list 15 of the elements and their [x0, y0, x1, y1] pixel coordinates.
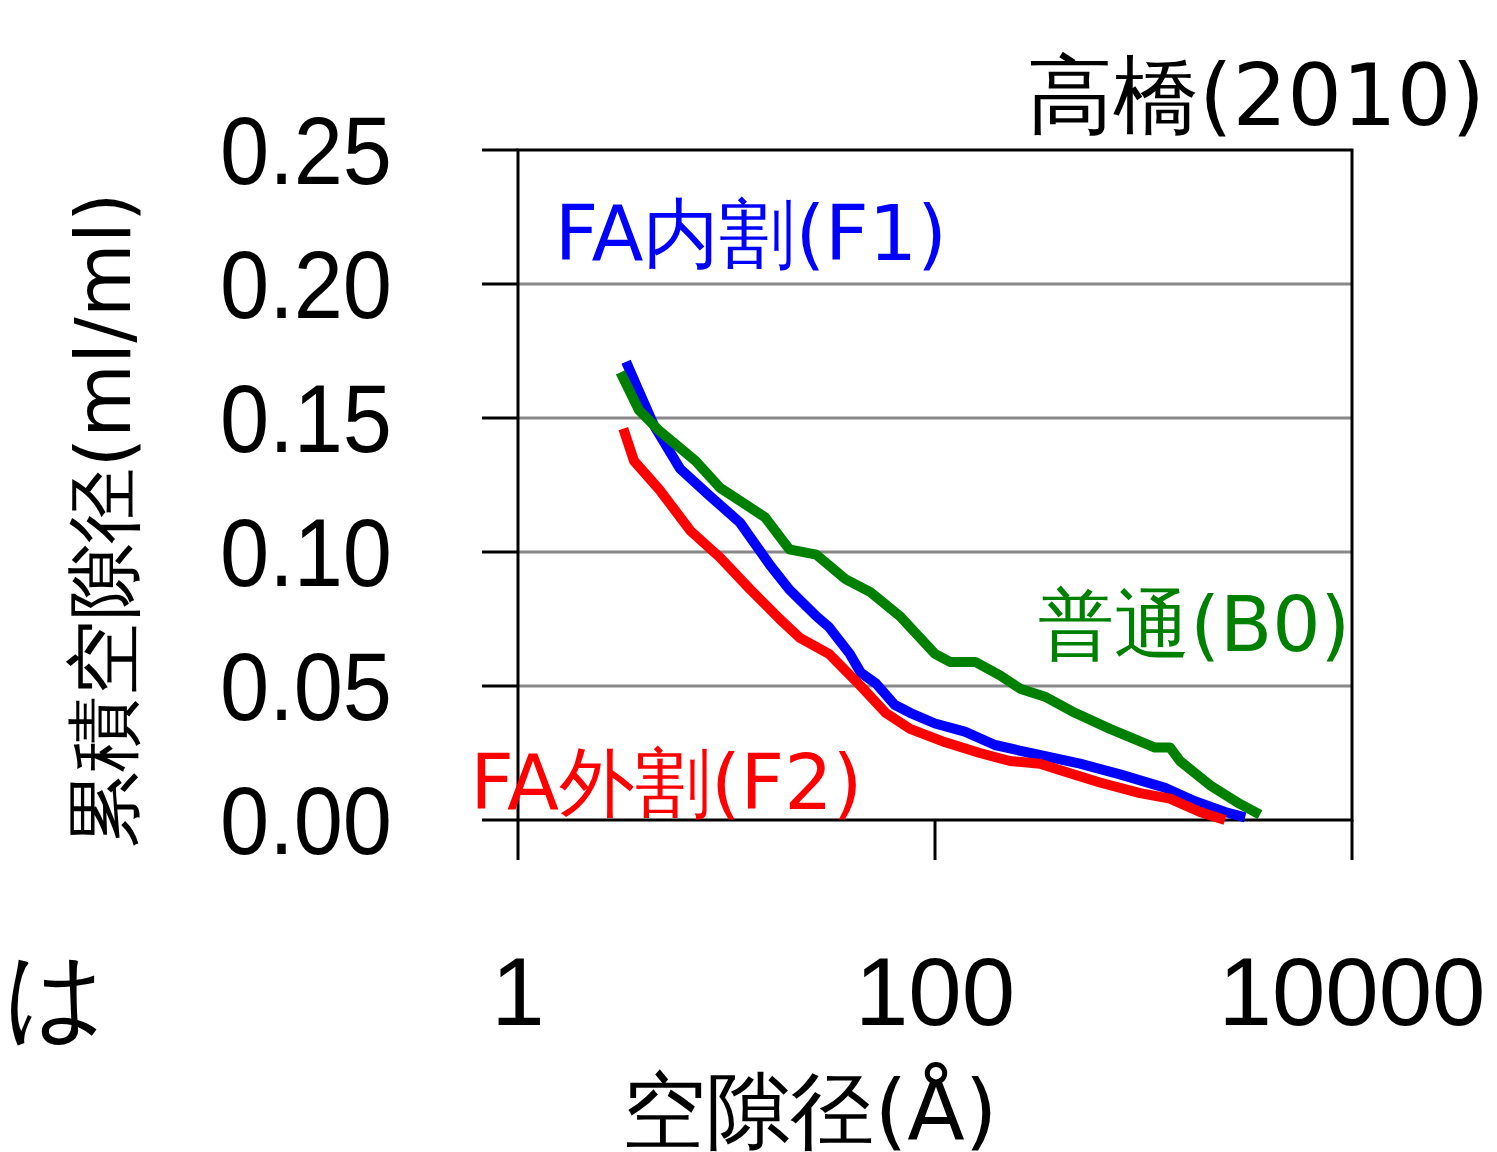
y-tick-label: 0.10: [220, 499, 407, 606]
series-label: 普通(B0): [1038, 580, 1351, 670]
y-axis-title: 累積空隙径(ml/ml): [59, 192, 148, 848]
x-tick-label: 1: [491, 938, 545, 1045]
series-label: FA内割(F1): [554, 188, 947, 278]
x-tick-label: 100: [854, 938, 1016, 1045]
text: は: [4, 937, 106, 1054]
y-tick-label: 0.20: [220, 231, 407, 338]
y-tick-label: 0.00: [220, 767, 407, 874]
chart-title: 高橋(2010): [1027, 45, 1485, 145]
y-tick-label: 0.05: [220, 633, 407, 740]
x-axis-title: 空隙径(Å): [622, 1061, 998, 1152]
y-tick-label: 0.15: [220, 365, 407, 472]
x-tick-label: 10000: [1218, 938, 1486, 1045]
y-tick-label: 0.25: [220, 97, 407, 204]
